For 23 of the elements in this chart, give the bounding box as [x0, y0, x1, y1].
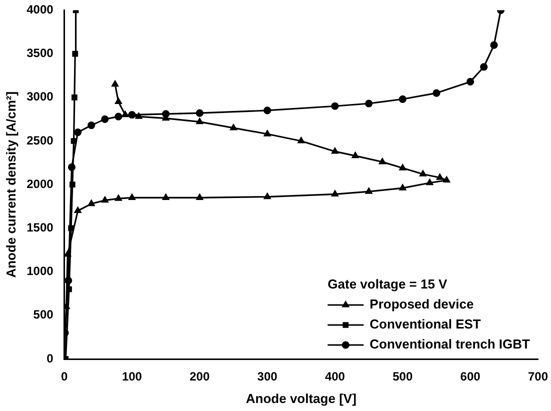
x-tick-label: 0 [60, 370, 68, 384]
y-tick-label: 2500 [26, 133, 54, 148]
x-tick-label: 700 [528, 370, 548, 384]
x-tick-label: 200 [190, 370, 210, 384]
y-tick-label: 1000 [26, 264, 54, 278]
x-axis-title: Anode voltage [V] [246, 390, 356, 406]
y-tick-label: 3500 [26, 46, 54, 60]
x-tick-label: 600 [460, 370, 481, 384]
x-tick-label: 300 [257, 370, 278, 384]
y-tick-label: 2000 [26, 176, 54, 191]
x-tick-label: 500 [392, 370, 413, 384]
legend-label: Conventional EST [370, 316, 481, 332]
legend-label: Conventional trench IGBT [370, 336, 530, 352]
y-tick-label: 3000 [26, 90, 54, 104]
legend-label: Proposed device [370, 296, 474, 312]
y-axis-title: Anode current density [A/cm²] [3, 91, 18, 278]
x-tick-label: 400 [324, 370, 346, 384]
legend-title: Gate voltage = 15 V [328, 276, 448, 292]
y-tick-label: 4000 [26, 2, 54, 17]
y-tick-label: 0 [46, 351, 54, 366]
x-tick-label: 100 [122, 370, 142, 384]
y-tick-label: 1500 [26, 220, 54, 235]
y-tick-label: 500 [33, 308, 54, 322]
